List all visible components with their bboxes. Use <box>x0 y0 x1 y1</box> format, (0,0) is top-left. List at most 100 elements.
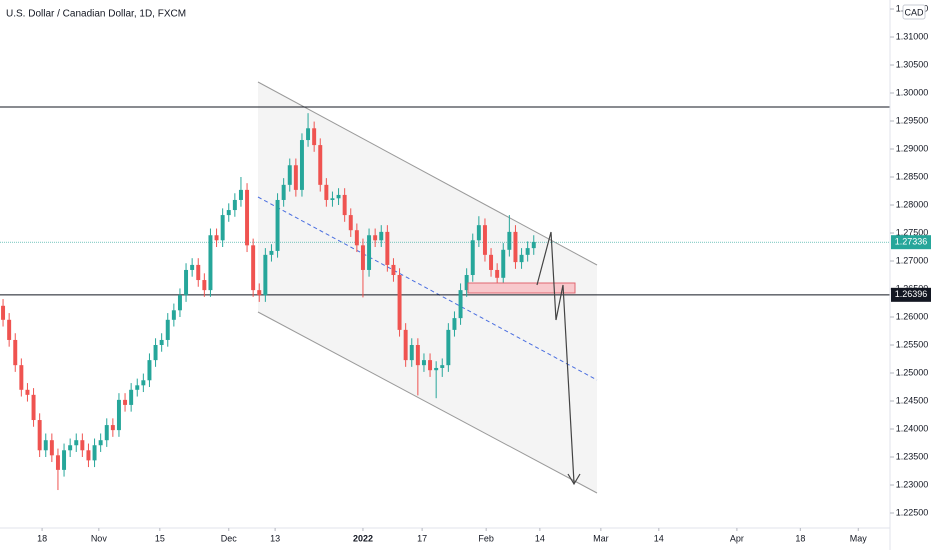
candle-body <box>116 399 121 431</box>
candle-body <box>507 231 512 250</box>
candle-body <box>397 275 402 330</box>
candle-body <box>129 389 134 405</box>
candle-body <box>92 445 97 461</box>
x-tick-label: 2022 <box>353 533 373 543</box>
candle-body <box>245 189 250 246</box>
y-tick-label: 1.25000 <box>896 367 929 377</box>
candle-body <box>159 339 164 346</box>
candle-body <box>281 184 286 200</box>
candle-body <box>55 455 60 470</box>
channel-midline <box>257 196 598 381</box>
projection-arrow <box>536 231 575 484</box>
candle-body <box>153 345 158 361</box>
y-tick-label: 1.28000 <box>896 199 929 209</box>
x-tick-label: 14 <box>654 533 664 543</box>
candle-body <box>501 249 506 278</box>
currency-label[interactable]: CAD <box>904 7 924 17</box>
candle-body <box>330 198 335 200</box>
candle-body <box>74 440 79 446</box>
candle-body <box>531 241 536 249</box>
candles <box>1 113 536 491</box>
candle-body <box>293 165 298 190</box>
candle-body <box>251 245 256 291</box>
x-tick-label: 18 <box>795 533 805 543</box>
candle-body <box>165 319 170 340</box>
y-tick-label: 1.30500 <box>896 59 929 69</box>
candle-body <box>519 254 524 263</box>
candle-body <box>489 254 494 270</box>
candle-body <box>110 425 115 431</box>
candle-body <box>409 345 414 361</box>
channel-upper <box>257 81 598 266</box>
candle-body <box>184 269 189 296</box>
candle-body <box>232 199 237 211</box>
candle-body <box>123 399 128 405</box>
candle-body <box>324 184 329 200</box>
candle-body <box>360 245 365 270</box>
candle-body <box>104 425 109 441</box>
candle-body <box>31 394 36 421</box>
candle-body <box>196 264 201 281</box>
candle-body <box>62 450 67 470</box>
last-price-tag <box>891 235 931 250</box>
candle-body <box>446 329 451 366</box>
candle-body <box>367 235 372 270</box>
candle-body <box>263 254 268 296</box>
candle-body <box>428 360 433 371</box>
candle-body <box>141 380 146 386</box>
candle-body <box>135 385 140 390</box>
y-tick-label: 1.24500 <box>896 395 929 405</box>
candle-body <box>214 235 219 241</box>
candle-body <box>220 215 225 241</box>
candle-body <box>80 440 85 451</box>
level-tag-label: 1.26396 <box>895 289 928 299</box>
y-tick-label: 1.28500 <box>896 171 929 181</box>
candle-body <box>208 235 213 291</box>
channel-fill <box>258 82 597 493</box>
candle-body <box>43 440 48 451</box>
candle-body <box>171 310 176 320</box>
candle-body <box>37 420 42 451</box>
candle-body <box>373 235 378 241</box>
x-tick-label: 14 <box>535 533 545 543</box>
candle-body <box>147 360 152 381</box>
candle-body <box>275 199 280 251</box>
y-tick-label: 1.23000 <box>896 479 929 489</box>
candle-body <box>257 290 262 296</box>
x-tick-label: Dec <box>221 533 238 543</box>
candle-body <box>525 248 530 255</box>
candle-body <box>190 264 195 270</box>
candle-body <box>482 225 487 255</box>
x-tick-label: Mar <box>593 533 609 543</box>
candle-body <box>177 295 182 311</box>
x-tick-label: Apr <box>730 533 744 543</box>
candle-body <box>13 339 18 366</box>
zone-box <box>467 282 576 294</box>
candle-body <box>49 440 54 456</box>
candle-body <box>238 189 243 200</box>
candle-body <box>513 231 518 263</box>
y-tick-label: 1.30000 <box>896 87 929 97</box>
candle-body <box>385 231 390 265</box>
y-tick-label: 1.27500 <box>896 227 929 237</box>
y-tick-label: 1.25500 <box>896 339 929 349</box>
candle-body <box>464 275 469 291</box>
candle-body <box>202 280 207 291</box>
currency-box[interactable] <box>902 4 926 20</box>
candle-body <box>434 367 439 371</box>
channel-lower <box>257 311 598 494</box>
candle-body <box>391 264 396 276</box>
candle-body <box>348 215 353 231</box>
candle-body <box>68 445 73 451</box>
x-tick-label: 13 <box>270 533 280 543</box>
arrow-head <box>567 473 581 486</box>
y-tick-label: 1.27000 <box>896 255 929 265</box>
x-tick-label: 17 <box>417 533 427 543</box>
candle-body <box>299 140 304 190</box>
chart-title: U.S. Dollar / Canadian Dollar, 1D, FXCM <box>6 9 186 20</box>
y-tick-label: 1.22500 <box>896 507 929 517</box>
y-tick-label: 1.31000 <box>896 31 929 41</box>
y-tick-label: 1.29500 <box>896 115 929 125</box>
candle-body <box>226 210 231 216</box>
